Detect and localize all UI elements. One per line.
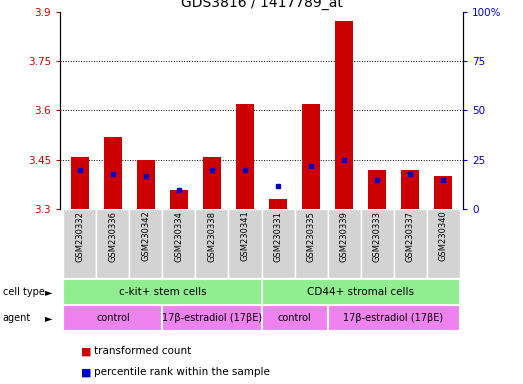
Bar [236,104,254,209]
Text: agent: agent [3,313,31,323]
Text: GSM230341: GSM230341 [241,211,249,262]
Text: control: control [278,313,311,323]
Bar [434,176,452,209]
Text: GSM230331: GSM230331 [274,211,282,262]
Bar [63,305,163,331]
Text: ■: ■ [81,346,92,356]
Bar [163,209,196,278]
Bar [401,170,419,209]
Bar [393,209,427,278]
Bar [63,209,96,278]
Bar [335,22,353,209]
Text: transformed count: transformed count [94,346,191,356]
Bar [96,209,130,278]
Text: 17β-estradiol (17βE): 17β-estradiol (17βE) [344,313,444,323]
Text: CD44+ stromal cells: CD44+ stromal cells [307,287,414,297]
Bar [196,209,229,278]
Bar [269,199,287,209]
Bar [262,279,460,305]
Text: GSM230339: GSM230339 [339,211,348,262]
Text: GSM230337: GSM230337 [405,211,415,262]
Text: GSM230332: GSM230332 [75,211,84,262]
Bar [327,209,360,278]
Bar [203,157,221,209]
Bar [104,137,122,209]
Bar [71,157,89,209]
Bar [360,209,393,278]
Bar [229,209,262,278]
Text: cell type: cell type [3,287,44,297]
Text: GSM230334: GSM230334 [175,211,184,262]
Bar [262,305,327,331]
Bar [137,160,155,209]
Text: ►: ► [45,287,52,297]
Title: GDS3816 / 1417789_at: GDS3816 / 1417789_at [180,0,343,10]
Text: GSM230335: GSM230335 [306,211,315,262]
Text: GSM230333: GSM230333 [372,211,382,262]
Text: GSM230336: GSM230336 [108,211,118,262]
Text: GSM230338: GSM230338 [208,211,217,262]
Text: GSM230340: GSM230340 [439,211,448,262]
Bar [130,209,163,278]
Text: c-kit+ stem cells: c-kit+ stem cells [119,287,206,297]
Text: GSM230342: GSM230342 [141,211,151,262]
Bar [327,305,460,331]
Bar [302,104,320,209]
Text: ■: ■ [81,367,92,377]
Text: ►: ► [45,313,52,323]
Bar [294,209,327,278]
Bar [163,305,262,331]
Text: percentile rank within the sample: percentile rank within the sample [94,367,270,377]
Bar [368,170,386,209]
Bar [63,279,262,305]
Bar [170,189,188,209]
Bar [427,209,460,278]
Bar [262,209,294,278]
Text: 17β-estradiol (17βE): 17β-estradiol (17βE) [162,313,262,323]
Text: control: control [96,313,130,323]
